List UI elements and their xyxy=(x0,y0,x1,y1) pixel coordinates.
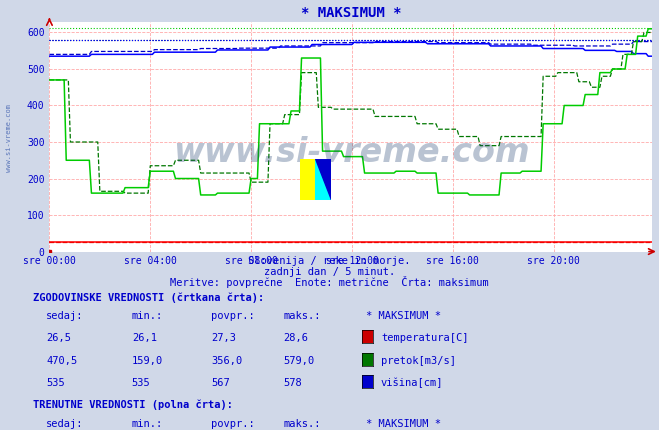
Text: 578: 578 xyxy=(283,378,302,388)
Text: 535: 535 xyxy=(132,378,150,388)
Text: 470,5: 470,5 xyxy=(46,356,77,366)
Text: sedaj:: sedaj: xyxy=(46,418,84,429)
Text: ZGODOVINSKE VREDNOSTI (črtkana črta):: ZGODOVINSKE VREDNOSTI (črtkana črta): xyxy=(33,292,264,303)
Text: 26,1: 26,1 xyxy=(132,333,157,344)
Text: 159,0: 159,0 xyxy=(132,356,163,366)
Text: * MAKSIMUM *: * MAKSIMUM * xyxy=(366,418,441,429)
Text: min.:: min.: xyxy=(132,418,163,429)
Text: temperatura[C]: temperatura[C] xyxy=(381,333,469,344)
Title: * MAKSIMUM *: * MAKSIMUM * xyxy=(301,6,401,20)
Text: Meritve: povprečne  Enote: metrične  Črta: maksimum: Meritve: povprečne Enote: metrične Črta:… xyxy=(170,276,489,288)
Text: povpr.:: povpr.: xyxy=(211,311,254,321)
Text: pretok[m3/s]: pretok[m3/s] xyxy=(381,356,456,366)
Text: zadnji dan / 5 minut.: zadnji dan / 5 minut. xyxy=(264,267,395,277)
Text: 356,0: 356,0 xyxy=(211,356,242,366)
Text: 579,0: 579,0 xyxy=(283,356,314,366)
Text: maks.:: maks.: xyxy=(283,418,321,429)
Text: 567: 567 xyxy=(211,378,229,388)
Text: TRENUTNE VREDNOSTI (polna črta):: TRENUTNE VREDNOSTI (polna črta): xyxy=(33,400,233,411)
Text: * MAKSIMUM *: * MAKSIMUM * xyxy=(366,311,441,321)
Text: min.:: min.: xyxy=(132,311,163,321)
Text: maks.:: maks.: xyxy=(283,311,321,321)
Text: 26,5: 26,5 xyxy=(46,333,71,344)
Text: www.si-vreme.com: www.si-vreme.com xyxy=(173,136,529,169)
Text: Slovenija / reke in morje.: Slovenija / reke in morje. xyxy=(248,256,411,267)
Text: 27,3: 27,3 xyxy=(211,333,236,344)
Polygon shape xyxy=(316,159,331,200)
Text: 535: 535 xyxy=(46,378,65,388)
Text: sedaj:: sedaj: xyxy=(46,311,84,321)
Text: višina[cm]: višina[cm] xyxy=(381,378,444,388)
Text: povpr.:: povpr.: xyxy=(211,418,254,429)
Text: 28,6: 28,6 xyxy=(283,333,308,344)
Polygon shape xyxy=(316,159,331,200)
Bar xyxy=(300,159,316,200)
Text: www.si-vreme.com: www.si-vreme.com xyxy=(5,104,12,172)
